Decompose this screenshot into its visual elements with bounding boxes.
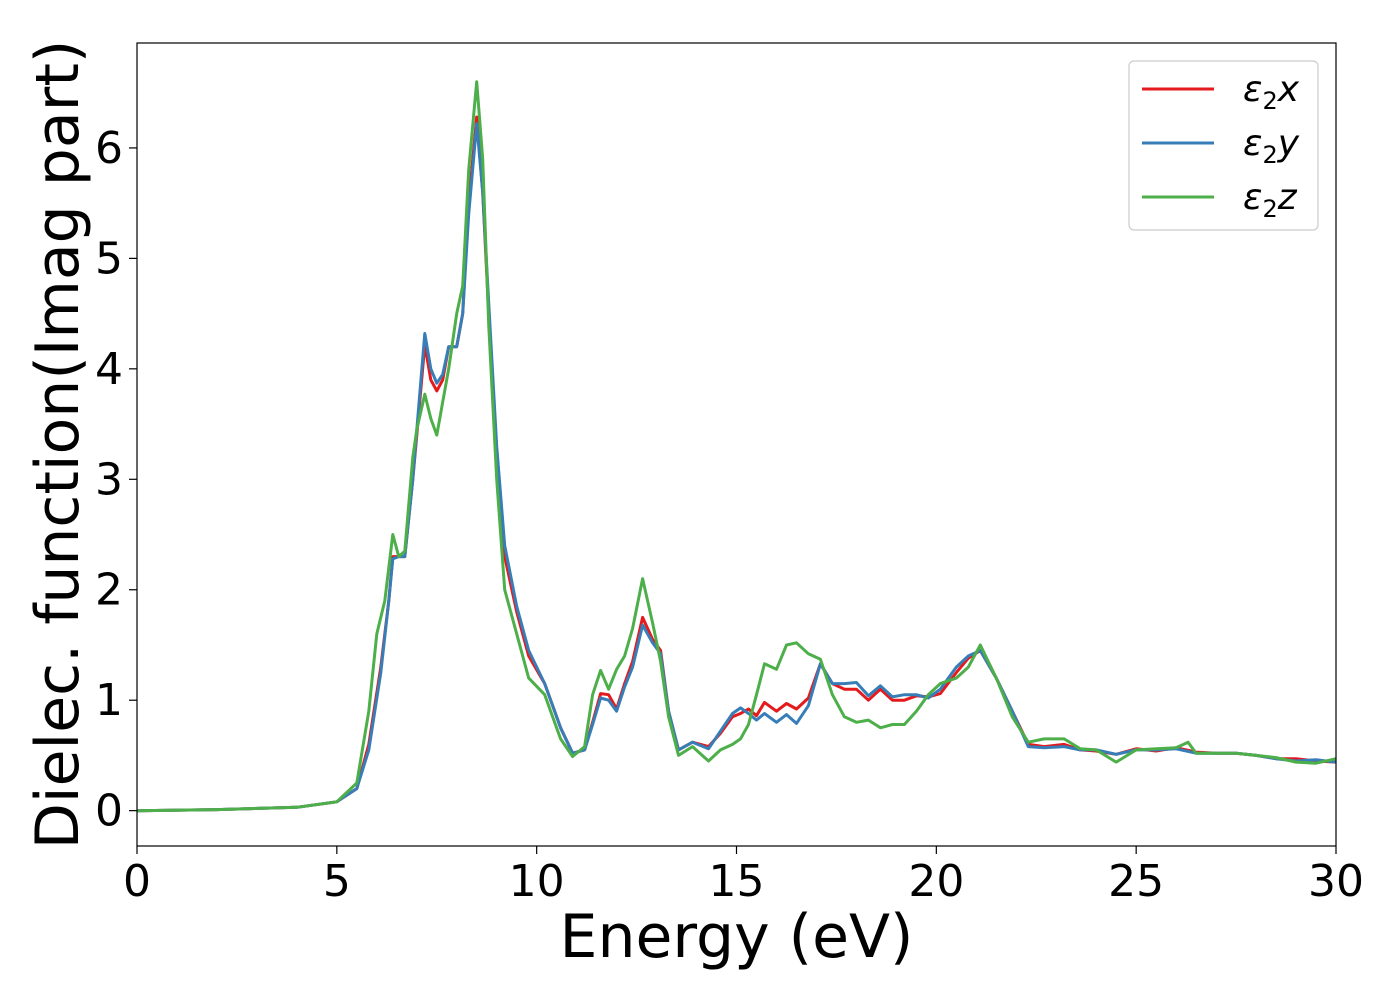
series-line-y (137, 122, 1336, 813)
y-tick-label: 6 (95, 123, 123, 174)
x-tick-label: 25 (1108, 856, 1164, 907)
legend: ε2x ε2y ε2z (1128, 60, 1319, 231)
y-axis: 0 1 2 3 4 5 6 (95, 123, 137, 837)
x-tick-label: 20 (908, 856, 964, 907)
y-tick-label: 2 (95, 565, 123, 616)
legend-label-x: ε2x (1243, 69, 1300, 115)
x-tick-label: 0 (123, 856, 151, 907)
x-tick-label: 5 (323, 856, 351, 907)
legend-label-z: ε2z (1243, 177, 1298, 223)
x-tick-label: 15 (709, 856, 765, 907)
x-axis-title: Energy (eV) (560, 902, 914, 972)
y-tick-label: 3 (95, 454, 123, 505)
series-line-z (137, 80, 1336, 813)
x-tick-label: 30 (1308, 856, 1364, 907)
series-layer (137, 80, 1336, 813)
y-axis-title: Dielec. function(Imag part) (23, 40, 93, 850)
y-tick-label: 5 (95, 233, 123, 284)
legend-box (1128, 60, 1319, 231)
y-tick-label: 0 (95, 786, 123, 837)
x-tick-label: 10 (509, 856, 565, 907)
y-tick-label: 1 (95, 675, 123, 726)
y-tick-label: 4 (95, 344, 123, 395)
legend-label-y: ε2y (1243, 123, 1300, 169)
x-axis: 0 5 10 15 20 25 30 (123, 846, 1364, 907)
